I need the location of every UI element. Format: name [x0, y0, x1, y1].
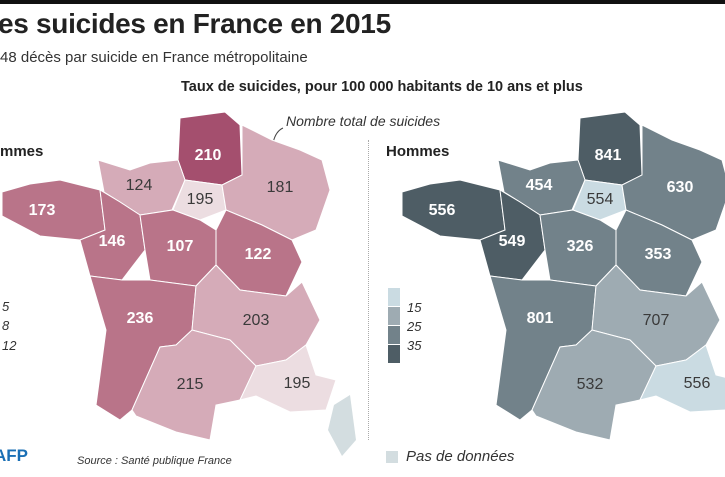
region-count-centre-val-de-loire: 326 — [567, 238, 594, 255]
region-count-bretagne: 173 — [29, 202, 56, 219]
region-count-bretagne: 556 — [429, 202, 456, 219]
region-grand-est — [221, 124, 331, 241]
no-data-label: Pas de données — [406, 448, 515, 465]
legM-swatch-3 — [388, 326, 400, 344]
map-women: 210 124 195 181 173 146 107 122 236 203 215 195 — [1, 111, 356, 456]
region-count-grand-est: 630 — [667, 179, 694, 196]
legend-women-break-3: 12 — [2, 338, 17, 353]
region-occitanie — [531, 329, 657, 441]
region-count-normandie: 454 — [526, 177, 553, 194]
region-count-auvergne-rhone-alpes: 707 — [643, 312, 670, 329]
region-provence-alpes-cote-dazur — [239, 344, 337, 413]
map-men: 841 454 554 630 556 549 326 353 801 707 532 556 — [401, 111, 725, 441]
region-count-pays-de-la-loire: 549 — [499, 233, 526, 250]
region-count-occitanie: 215 — [177, 376, 204, 393]
afp-logo: AFP — [0, 446, 28, 465]
region-count-normandie: 124 — [126, 177, 153, 194]
map-title: Taux de suicides, pour 100 000 habitants… — [181, 79, 583, 95]
map-divider — [368, 140, 369, 440]
legend-women-break-1: 5 — [2, 299, 10, 314]
source: Source : Santé publique France — [77, 455, 232, 467]
region-count-hauts-de-france: 210 — [195, 147, 222, 164]
legM-swatch-1 — [388, 288, 400, 306]
region-count-bourgogne-franche-comte: 353 — [645, 246, 672, 263]
no-data-swatch — [386, 451, 398, 463]
legend-men-break-2: 25 — [407, 319, 422, 334]
region-count-grand-est: 181 — [267, 179, 294, 196]
legend-women-break-2: 8 — [2, 318, 10, 333]
region-count-provence-alpes-cote-dazur: 195 — [284, 375, 311, 392]
legend-men-break-3: 35 — [407, 338, 422, 353]
region-grand-est — [621, 124, 725, 241]
region-count-nouvelle-aquitaine: 801 — [527, 310, 554, 327]
region-count-occitanie: 532 — [577, 376, 604, 393]
annotation-total-suicides: Nombre total de suicides — [286, 113, 441, 129]
legM-swatch-2 — [388, 307, 400, 325]
region-count-nouvelle-aquitaine: 236 — [127, 310, 154, 327]
top-bar — [0, 0, 725, 4]
region-ile-de-france — [172, 179, 227, 221]
region-corse — [328, 395, 356, 456]
region-ile-de-france — [572, 179, 627, 221]
region-count-ile-de-france: 195 — [187, 191, 214, 208]
region-count-pays-de-la-loire: 146 — [99, 233, 126, 250]
page-title: es suicides en France en 2015 — [0, 8, 391, 39]
region-count-bourgogne-franche-comte: 122 — [245, 246, 272, 263]
heading-women: mmes — [0, 143, 44, 160]
region-occitanie — [131, 329, 257, 441]
subtitle: 48 décès par suicide en France métropoli… — [0, 49, 308, 66]
region-count-ile-de-france: 554 — [587, 191, 614, 208]
legend-men — [388, 288, 400, 363]
region-count-auvergne-rhone-alpes: 203 — [243, 312, 270, 329]
region-count-hauts-de-france: 841 — [595, 147, 622, 164]
region-count-provence-alpes-cote-dazur: 556 — [684, 375, 711, 392]
heading-men: Hommes — [386, 143, 450, 160]
legM-swatch-4 — [388, 345, 400, 363]
region-count-centre-val-de-loire: 107 — [167, 238, 194, 255]
legend-men-break-1: 15 — [407, 300, 422, 315]
region-provence-alpes-cote-dazur — [639, 344, 725, 413]
